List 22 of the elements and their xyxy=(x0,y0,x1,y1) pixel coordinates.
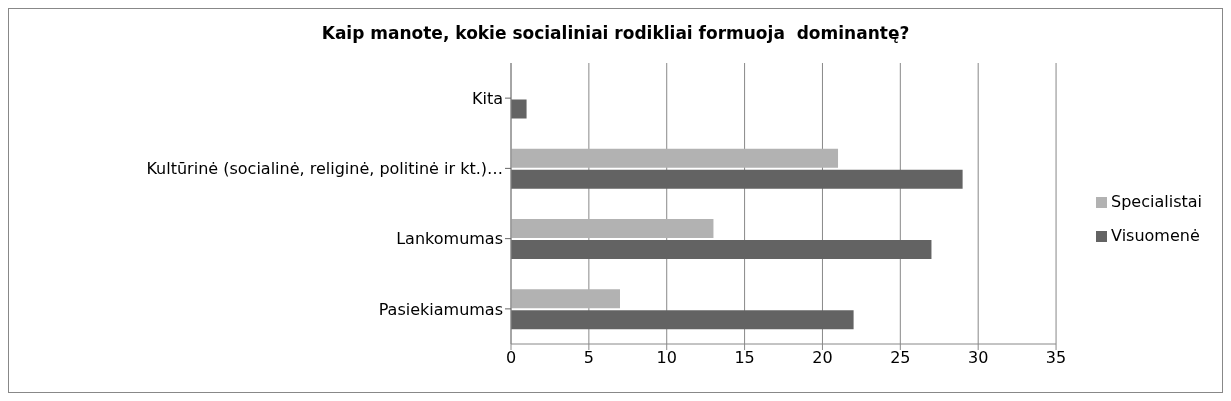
x-tick-label: 20 xyxy=(812,348,833,368)
x-tick-label: 10 xyxy=(656,348,677,368)
y-tick-label: Kultūrinė (socialinė, religinė, politinė ir kt.)… xyxy=(146,159,503,179)
y-tick-label: Lankomumas xyxy=(396,229,503,249)
bar xyxy=(511,289,621,309)
x-tick-label: 35 xyxy=(1045,348,1067,368)
legend-label: Visuomenė xyxy=(1111,226,1200,245)
bar xyxy=(511,169,963,189)
y-tick-label: Pasiekiamumas xyxy=(378,299,503,319)
x-tick-label: 30 xyxy=(968,348,989,368)
x-tick-label: 5 xyxy=(583,348,594,368)
x-tick-label: 15 xyxy=(734,348,755,368)
legend-label: Specialistai xyxy=(1111,192,1202,211)
bar xyxy=(511,239,932,259)
x-tick-label: 25 xyxy=(890,348,911,368)
chart-title: Kaip manote, kokie socialiniai rodikliai formuoja dominantę? xyxy=(320,23,911,45)
x-tick-label: 0 xyxy=(505,348,517,368)
bar xyxy=(511,218,714,238)
y-tick-label: Kita xyxy=(471,88,503,108)
bar xyxy=(511,310,854,330)
bar xyxy=(511,99,527,119)
bar xyxy=(511,148,839,168)
